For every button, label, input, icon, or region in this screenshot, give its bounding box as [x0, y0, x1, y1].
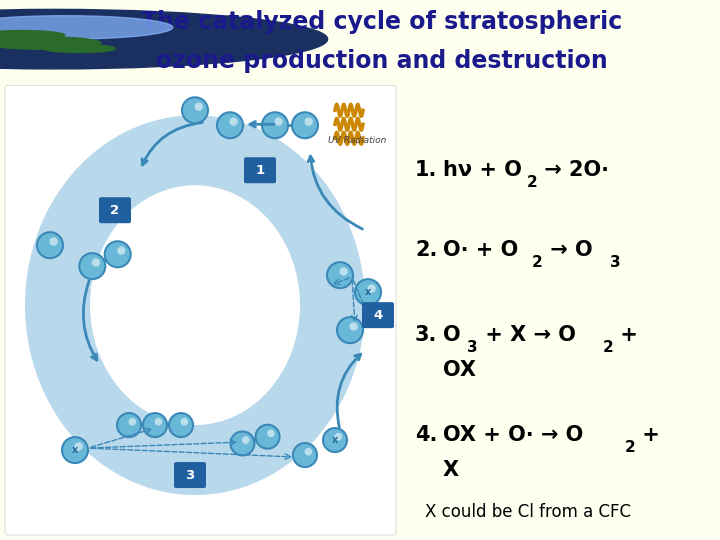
Text: → O: → O: [543, 240, 593, 260]
Circle shape: [169, 413, 193, 437]
Text: 1.: 1.: [415, 160, 437, 180]
Circle shape: [74, 442, 83, 450]
Circle shape: [79, 253, 105, 279]
Text: 3: 3: [185, 469, 194, 482]
Text: 4: 4: [374, 309, 382, 322]
Circle shape: [262, 112, 288, 138]
Circle shape: [0, 31, 65, 40]
Circle shape: [143, 413, 167, 437]
Text: 3: 3: [610, 255, 621, 269]
Text: +: +: [613, 325, 638, 345]
Text: 2: 2: [110, 204, 120, 217]
Circle shape: [117, 413, 141, 437]
Circle shape: [182, 97, 208, 123]
Text: → 2O·: → 2O·: [537, 160, 609, 180]
Circle shape: [155, 418, 162, 426]
Circle shape: [194, 103, 203, 111]
Circle shape: [242, 436, 250, 444]
Text: 2: 2: [532, 255, 543, 269]
FancyBboxPatch shape: [244, 157, 276, 183]
Circle shape: [104, 241, 131, 267]
Circle shape: [62, 437, 88, 463]
Circle shape: [0, 16, 173, 39]
Text: x: x: [332, 435, 338, 445]
Text: 1: 1: [256, 164, 264, 177]
Circle shape: [337, 317, 363, 343]
Text: UV Radiation: UV Radiation: [328, 136, 386, 145]
Circle shape: [305, 118, 312, 126]
FancyBboxPatch shape: [174, 462, 206, 488]
Circle shape: [50, 238, 58, 246]
Text: x: x: [365, 287, 371, 297]
Text: 2: 2: [603, 340, 613, 355]
Text: X: X: [443, 460, 459, 480]
Circle shape: [335, 433, 342, 441]
Text: O: O: [443, 325, 461, 345]
Text: OX + O· → O: OX + O· → O: [443, 425, 583, 445]
Circle shape: [117, 246, 125, 255]
Text: ozone production and destruction: ozone production and destruction: [156, 49, 608, 73]
Circle shape: [305, 448, 312, 456]
Circle shape: [91, 258, 100, 267]
Text: 3: 3: [467, 340, 477, 355]
Circle shape: [340, 267, 348, 276]
Circle shape: [0, 9, 328, 69]
Circle shape: [256, 425, 279, 449]
FancyBboxPatch shape: [99, 197, 131, 223]
Text: +: +: [635, 425, 660, 445]
Text: OX: OX: [443, 360, 476, 380]
Circle shape: [367, 285, 376, 293]
Text: hν + O: hν + O: [443, 160, 522, 180]
Text: 4.: 4.: [415, 425, 437, 445]
Circle shape: [37, 232, 63, 258]
Circle shape: [355, 279, 381, 305]
FancyBboxPatch shape: [5, 85, 396, 535]
Text: 3.: 3.: [415, 325, 437, 345]
Text: x: x: [72, 445, 78, 455]
Circle shape: [129, 418, 136, 426]
Circle shape: [43, 45, 115, 52]
FancyBboxPatch shape: [362, 302, 394, 328]
Text: 2: 2: [625, 440, 636, 455]
Circle shape: [181, 418, 188, 426]
Circle shape: [293, 443, 317, 467]
Circle shape: [230, 118, 238, 126]
Circle shape: [292, 112, 318, 138]
Text: + X → O: + X → O: [478, 325, 576, 345]
Text: O· + O: O· + O: [443, 240, 518, 260]
Circle shape: [323, 428, 347, 452]
Circle shape: [327, 262, 353, 288]
Circle shape: [217, 112, 243, 138]
Text: X could be Cl from a CFC: X could be Cl from a CFC: [425, 503, 631, 521]
Text: 2.: 2.: [415, 240, 437, 260]
Circle shape: [274, 118, 283, 126]
Circle shape: [230, 431, 254, 455]
Text: The catalyzed cycle of stratospheric: The catalyzed cycle of stratospheric: [141, 10, 622, 34]
Circle shape: [267, 429, 275, 437]
Circle shape: [349, 322, 358, 330]
Circle shape: [0, 37, 101, 49]
Ellipse shape: [25, 115, 365, 495]
Text: 2: 2: [527, 175, 538, 190]
Ellipse shape: [90, 185, 300, 425]
